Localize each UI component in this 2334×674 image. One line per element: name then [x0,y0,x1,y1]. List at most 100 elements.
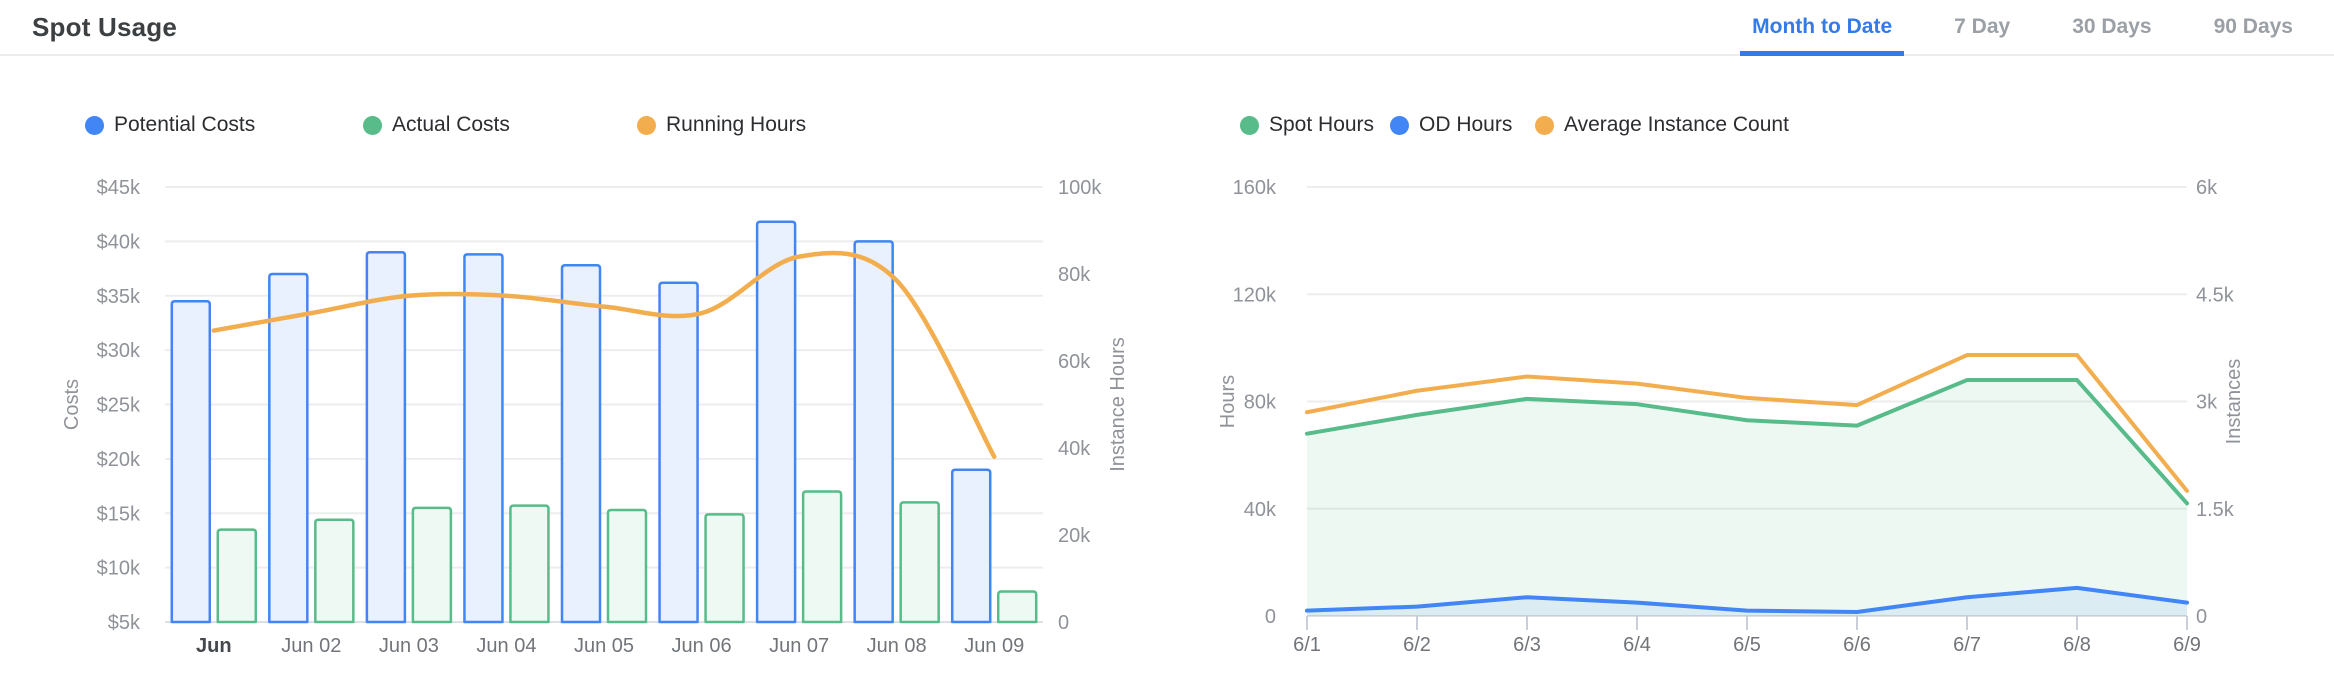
gridlines [165,186,1043,623]
legend-item-potential-costs[interactable]: Potential Costs [85,113,255,137]
svg-text:Costs: Costs [61,379,83,430]
y-axis-right: 6k 4.5k 3k 1.5k 0 Instances [2196,177,2245,628]
legend-swatch [363,115,382,135]
line-average-instance-count [1305,353,2189,493]
hours-chart-plot: 160k 120k 80k 40k 0 Hours 6k 4.5k 3k 1.5k 0 Instanc… [1217,177,2245,656]
bar [704,513,745,624]
x-axis: 6/1 6/2 6/3 6/4 6/5 6/6 6/7 6/8 6/9 [1293,616,2201,656]
svg-text:80k: 80k [1058,264,1091,286]
tab-90-days[interactable]: 90 Days [2213,15,2293,38]
svg-text:Hours: Hours [1217,375,1239,428]
svg-text:0: 0 [2196,606,2207,628]
bar [606,508,648,624]
legend-swatch [1240,115,1259,135]
bar [365,251,407,624]
svg-text:Jun 05: Jun 05 [574,635,634,657]
bar [755,220,797,624]
tab-month-to-date[interactable]: Month to Date [1731,0,1913,56]
costs-chart-plot: $45k $40k $35k $30k $25k $20k $15k $10k $5k Costs… [61,177,1129,657]
legend-label: Running Hours [666,113,807,136]
svg-text:Jun 07: Jun 07 [769,635,829,657]
tab-30-days[interactable]: 30 Days [2072,15,2152,38]
bar [658,281,699,624]
svg-text:Jun 06: Jun 06 [672,635,732,657]
svg-text:Jun 04: Jun 04 [476,635,536,657]
svg-text:6/6: 6/6 [1843,634,1871,656]
svg-text:$10k: $10k [97,558,141,580]
svg-text:160k: 160k [1233,177,1277,199]
svg-text:$20k: $20k [97,449,141,471]
svg-text:$40k: $40k [97,231,141,253]
bar [853,240,894,624]
tab-7-day[interactable]: 7 Day [1954,15,2011,38]
y-axis-left: $45k $40k $35k $30k $25k $20k $15k $10k $5k Costs [61,177,141,634]
svg-text:60k: 60k [1058,351,1091,373]
svg-text:0: 0 [1265,606,1276,628]
svg-text:0: 0 [1058,612,1069,634]
svg-text:6/7: 6/7 [1953,634,1981,656]
legend-swatch [1390,115,1409,135]
svg-text:40k: 40k [1058,438,1091,460]
area-od-hours [1307,587,2187,616]
svg-text:120k: 120k [1233,284,1277,306]
header: Spot Usage Month to Date 7 Day 30 Days 9… [0,0,2334,56]
svg-text:Jun: Jun [196,635,232,657]
svg-text:$15k: $15k [97,503,141,525]
svg-text:4.5k: 4.5k [2196,284,2235,306]
bar [216,528,258,624]
bar [899,501,940,624]
legend-item-average-instance-count[interactable]: Average Instance Count [1535,113,1789,137]
page-title: Spot Usage [32,11,178,42]
svg-text:20k: 20k [1058,525,1091,547]
bar [996,590,1038,624]
legend-item-actual-costs[interactable]: Actual Costs [363,113,510,137]
bar [950,468,992,624]
svg-text:$5k: $5k [108,612,141,634]
line-running-hours [211,250,997,459]
svg-text:6/4: 6/4 [1623,634,1651,656]
y-axis-left: 160k 120k 80k 40k 0 Hours [1217,177,1277,628]
legend-label: Spot Hours [1269,113,1375,136]
svg-text:80k: 80k [1244,392,1277,414]
svg-text:6/2: 6/2 [1403,634,1431,656]
x-axis: Jun Jun 02 Jun 03 Jun 04 Jun 05 Jun 06 Jun 07 J… [196,635,1024,657]
legend-item-od-hours[interactable]: OD Hours [1390,113,1512,137]
bar [314,518,355,624]
svg-text:6/5: 6/5 [1733,634,1761,656]
bar [801,490,843,624]
bar [268,272,309,624]
svg-text:6/1: 6/1 [1293,634,1321,656]
svg-text:6/3: 6/3 [1513,634,1541,656]
bar [170,299,212,624]
legend-swatch [85,115,104,135]
svg-text:6/9: 6/9 [2173,634,2201,656]
time-range-tabs: Month to Date 7 Day 30 Days 90 Days [1731,0,2314,56]
svg-text:$35k: $35k [97,286,141,308]
bar [509,504,550,624]
legend-item-running-hours[interactable]: Running Hours [637,113,806,137]
legend-swatch [637,115,656,135]
legend-label: Average Instance Count [1564,113,1789,136]
area-spot-hours [1307,380,2187,616]
legend-item-spot-hours[interactable]: Spot Hours [1240,113,1374,137]
svg-text:Jun 08: Jun 08 [867,635,927,657]
costs-chart: Potential Costs Actual Costs Running Hours… [24,56,1140,674]
svg-text:$30k: $30k [97,340,141,362]
charts-row: Potential Costs Actual Costs Running Hours… [0,56,2334,674]
legend-label: OD Hours [1419,113,1513,136]
svg-text:Jun 03: Jun 03 [379,635,439,657]
y-axis-right: 100k 80k 60k 40k 20k 0 Instance Hours [1058,177,1129,634]
bar [411,506,453,624]
legend-swatch [1535,115,1554,135]
svg-text:6k: 6k [2196,177,2218,199]
svg-text:Jun 09: Jun 09 [964,635,1024,657]
legend-label: Actual Costs [392,113,510,136]
legend-label: Potential Costs [114,113,256,136]
bar-series-actual-costs [216,490,1038,624]
svg-text:1.5k: 1.5k [2196,499,2235,521]
line-spot-hours [1305,378,2189,506]
svg-text:Jun 02: Jun 02 [281,635,341,657]
gridlines [1307,186,2187,617]
svg-text:100k: 100k [1058,177,1102,199]
